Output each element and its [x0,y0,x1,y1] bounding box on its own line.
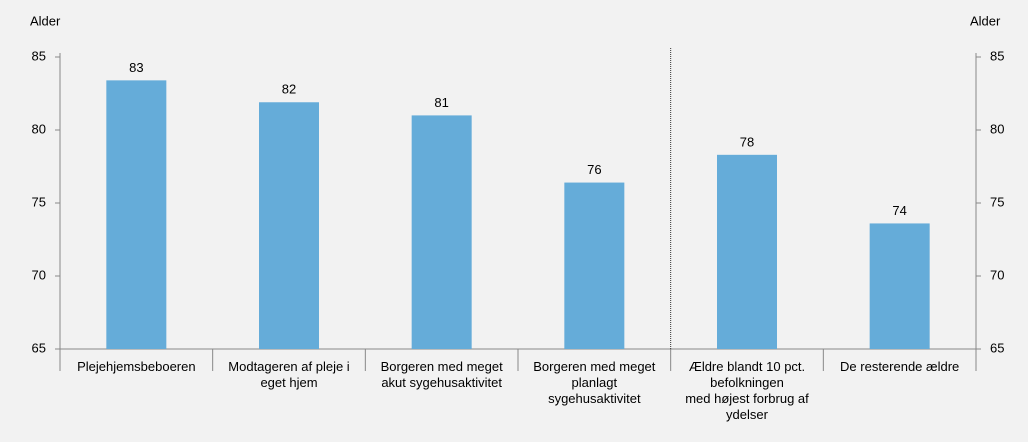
y2-tick-label: 80 [990,121,1004,136]
value-label: 74 [892,203,906,218]
x-tick-label: Plejehjemsbeboeren [77,359,196,374]
y2-tick-label: 75 [990,194,1004,209]
y-tick-label: 70 [32,267,46,282]
bar [259,102,319,349]
y2-tick-label: 65 [990,340,1004,355]
bar [106,80,167,350]
bar [869,223,930,349]
x-tick-label: Ældre blandt 10 pct. befolkningen med hø… [685,359,809,422]
value-label: 82 [282,82,296,97]
y2-tick-label: 85 [990,48,1004,63]
x-tick-label: Modtageren af pleje i eget hjem [228,359,350,390]
value-label: 78 [740,134,754,149]
bar [411,115,472,350]
bar [564,182,625,349]
value-label: 83 [129,60,143,75]
y-axis-label: Alder [30,13,61,28]
y-tick-label: 75 [32,194,46,209]
value-label: 81 [434,95,448,110]
x-tick-label: De resterende ældre [840,359,960,374]
y2-axis-label: Alder [970,13,1001,28]
y-tick-label: 85 [32,48,46,63]
y2-tick-label: 70 [990,267,1004,282]
x-tick-label: Borgeren med meget akut sygehusaktivitet [380,359,503,390]
bar [717,154,777,349]
value-label: 76 [587,162,601,177]
y-tick-label: 65 [32,340,46,355]
y-tick-label: 80 [32,121,46,136]
x-tick-label: Borgeren med meget planlagt sygehusaktiv… [533,359,656,406]
